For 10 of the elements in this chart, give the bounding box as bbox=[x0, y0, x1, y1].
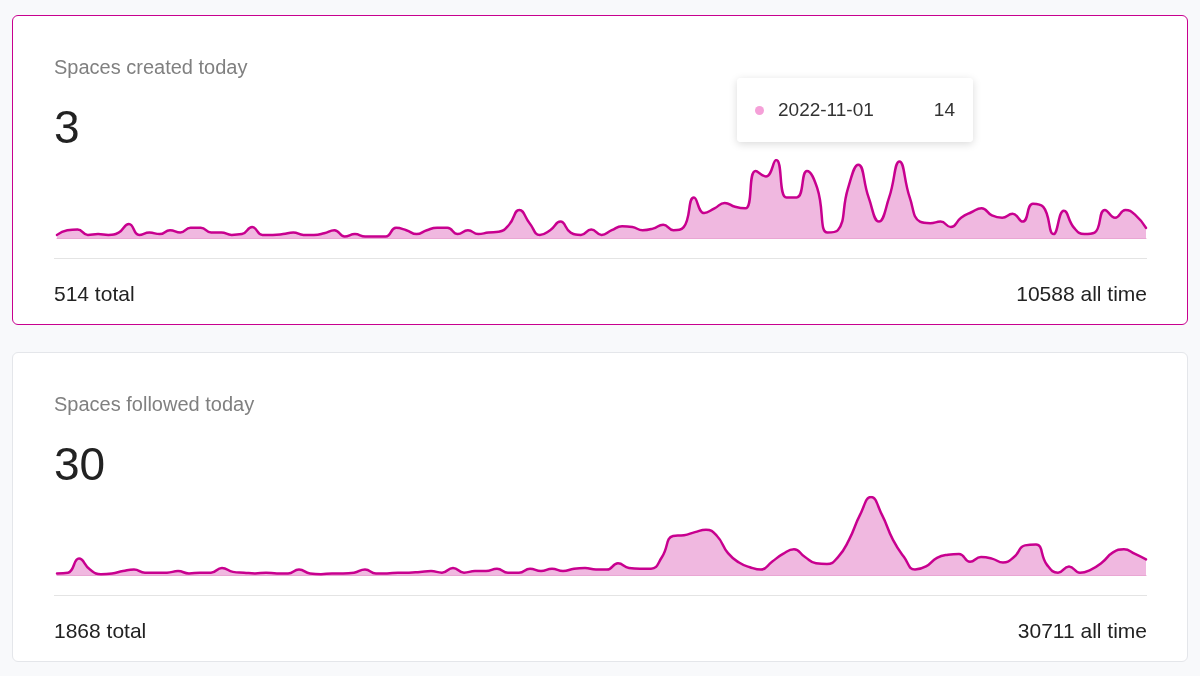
text: 514 total bbox=[54, 282, 135, 306]
text: 30 bbox=[54, 437, 106, 491]
text: 1868 total bbox=[54, 619, 147, 643]
text: 10588 all time bbox=[1016, 282, 1147, 306]
chart-title: Spaces created today bbox=[54, 56, 248, 79]
text: 30711 all time bbox=[1017, 619, 1147, 643]
chart-title: Spaces followed today bbox=[54, 393, 255, 416]
text: 3 bbox=[54, 100, 80, 154]
text: 2022-11-01 bbox=[778, 99, 874, 121]
text: 14 bbox=[933, 99, 955, 121]
